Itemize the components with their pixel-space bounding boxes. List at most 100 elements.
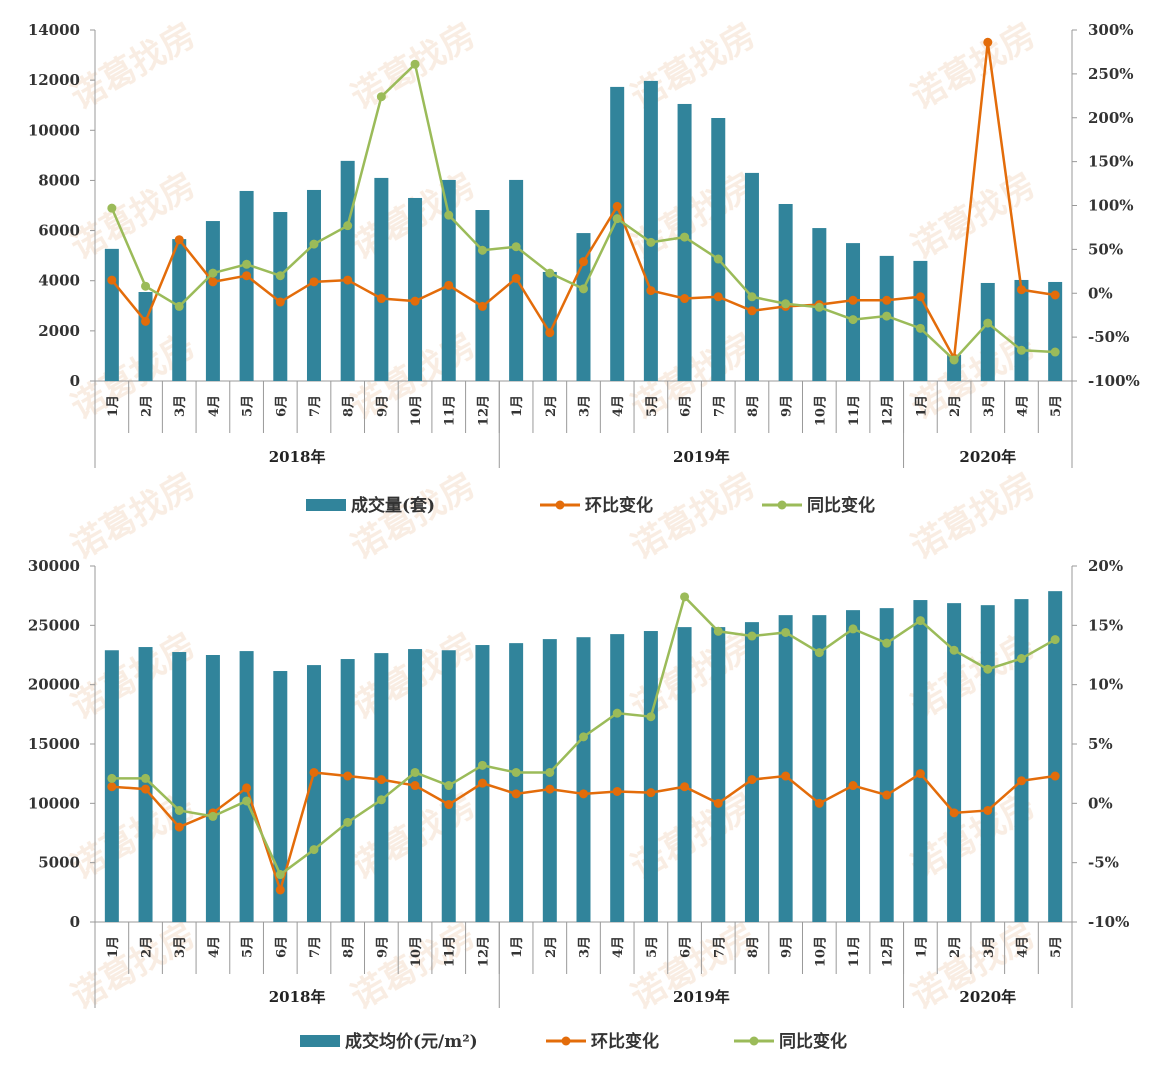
data-point-yoy (680, 232, 690, 242)
left-tick-label: 4000 (38, 272, 80, 290)
month-label: 2月 (140, 395, 155, 417)
legend-swatch-bar (300, 1035, 340, 1047)
month-label: 4月 (611, 395, 626, 417)
left-tick-label: 6000 (38, 222, 80, 240)
month-label: 11月 (443, 936, 458, 967)
bar (879, 608, 894, 922)
bar (408, 197, 423, 381)
data-point-mom (511, 273, 521, 283)
bar (677, 627, 692, 922)
legend-swatch-marker (561, 1036, 571, 1046)
month-label: 1月 (106, 936, 121, 958)
data-point-mom (107, 275, 117, 285)
month-label: 4月 (1015, 936, 1030, 958)
month-label: 7月 (308, 395, 323, 417)
bar (980, 282, 995, 381)
data-point-yoy (444, 210, 454, 220)
data-point-yoy (107, 773, 117, 783)
data-point-yoy (477, 760, 487, 770)
data-point-yoy (915, 616, 925, 626)
data-point-yoy (814, 302, 824, 312)
bar (1014, 279, 1029, 381)
data-point-yoy (376, 795, 386, 805)
data-point-yoy (713, 254, 723, 264)
data-point-yoy (545, 767, 555, 777)
bar (947, 603, 962, 922)
data-point-yoy (646, 712, 656, 722)
data-point-mom (882, 790, 892, 800)
data-point-mom (309, 277, 319, 287)
month-label: 10月 (409, 395, 424, 426)
data-point-yoy (949, 355, 959, 365)
month-label: 4月 (207, 395, 222, 417)
month-label: 12月 (881, 936, 896, 967)
data-point-mom (983, 805, 993, 815)
data-point-yoy (174, 301, 184, 311)
data-point-yoy (410, 767, 420, 777)
data-point-mom (781, 771, 791, 781)
data-point-yoy (713, 626, 723, 636)
data-point-mom (814, 798, 824, 808)
right-tick-label: -100% (1088, 372, 1140, 390)
legend-label: 环比变化 (591, 1031, 659, 1052)
data-point-mom (242, 783, 252, 793)
legend-label: 同比变化 (779, 1031, 847, 1052)
data-point-yoy (545, 268, 555, 278)
legend-label: 环比变化 (585, 495, 653, 516)
data-point-yoy (208, 811, 218, 821)
data-point-yoy (444, 781, 454, 791)
month-label: 6月 (274, 936, 289, 958)
month-label: 3月 (173, 936, 188, 958)
left-tick-label: 5000 (38, 854, 80, 872)
data-point-mom (1050, 771, 1060, 781)
data-point-yoy (141, 281, 151, 291)
legend-swatch-marker (777, 500, 787, 510)
data-point-mom (174, 235, 184, 245)
watermark-text: 诺葛找房 (905, 465, 1043, 568)
data-point-yoy (781, 299, 791, 309)
bar (744, 622, 759, 922)
month-label: 12月 (881, 395, 896, 426)
month-label: 11月 (847, 936, 862, 967)
data-point-yoy (646, 237, 656, 247)
data-point-yoy (343, 221, 353, 231)
data-point-mom (343, 275, 353, 285)
data-point-mom (848, 295, 858, 305)
watermark-text: 诺葛找房 (345, 465, 483, 568)
month-label: 6月 (679, 936, 694, 958)
right-tick-label: 15% (1088, 616, 1123, 634)
left-tick-label: 15000 (28, 735, 80, 753)
data-point-yoy (612, 214, 622, 224)
right-tick-label: 250% (1088, 65, 1134, 83)
left-tick-label: 20000 (28, 676, 80, 694)
data-point-mom (848, 781, 858, 791)
month-label: 2月 (948, 395, 963, 417)
month-label: 5月 (645, 395, 660, 417)
right-tick-label: 5% (1088, 735, 1113, 753)
data-point-mom (949, 808, 959, 818)
chart-2: 0 5000 10000 15000 20000 25000 30000 -10% -5% 0% 5… (28, 557, 1130, 1052)
chart-1: 0 2000 4000 6000 8000 10000 12000 14000 -100% -50… (28, 21, 1140, 516)
bar (374, 653, 389, 922)
bar (172, 652, 187, 922)
month-label: 11月 (443, 395, 458, 426)
month-label: 12月 (476, 395, 491, 426)
left-tick-label: 12000 (28, 71, 80, 89)
bar (846, 610, 861, 922)
data-point-yoy (511, 242, 521, 252)
data-point-mom (713, 798, 723, 808)
bar (273, 212, 288, 381)
month-label: 2月 (948, 936, 963, 958)
data-point-yoy (275, 271, 285, 281)
month-label: 4月 (207, 936, 222, 958)
legend-label: 成交均价(元/m²) (345, 1031, 478, 1052)
data-point-yoy (410, 59, 420, 69)
bar (778, 615, 793, 922)
data-point-mom (612, 201, 622, 211)
bar (846, 243, 861, 381)
data-point-mom (376, 294, 386, 304)
data-point-mom (915, 769, 925, 779)
data-point-mom (646, 788, 656, 798)
year-label: 2019年 (673, 988, 730, 1006)
data-point-yoy (309, 845, 319, 855)
